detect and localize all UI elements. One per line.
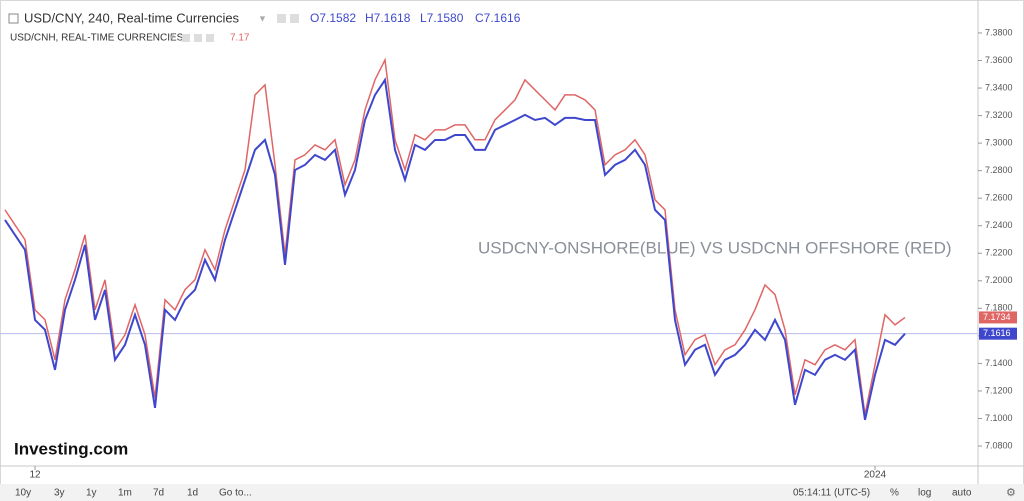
toolbar-button[interactable]: 3y: [54, 488, 65, 499]
toolbar-item[interactable]: %: [890, 488, 899, 499]
compare-value: 7.17: [230, 33, 250, 44]
y-tick-label: 7.0800: [985, 440, 1013, 450]
toolbar-button[interactable]: 10y: [15, 488, 31, 499]
toolbar-button[interactable]: Go to...: [219, 488, 252, 499]
legend-icon[interactable]: [206, 34, 214, 42]
ohlc-label: H7.1618: [365, 11, 411, 25]
y-tick-label: 7.1000: [985, 413, 1013, 423]
compare-legend: USD/CNH, REAL-TIME CURRENCIES: [10, 33, 184, 44]
y-tick-label: 7.3000: [985, 137, 1013, 147]
legend-arrow: ▼: [258, 13, 267, 23]
legend-arrow: ▼: [168, 33, 176, 42]
legend-icon[interactable]: [182, 34, 190, 42]
x-tick-label: 2024: [864, 470, 887, 481]
y-tick-label: 7.2400: [985, 220, 1013, 230]
y-tick-label: 7.2200: [985, 248, 1013, 258]
toolbar-button[interactable]: 1y: [86, 488, 97, 499]
main-legend: USD/CNY, 240, Real-time Currencies: [24, 10, 240, 25]
y-tick-label: 7.2000: [985, 275, 1013, 285]
toolbar-button[interactable]: 1m: [118, 488, 132, 499]
logo: Investing.com: [14, 439, 128, 458]
legend-icon[interactable]: [277, 14, 286, 23]
price-tag-label: 7.1734: [983, 312, 1011, 322]
y-tick-label: 7.3600: [985, 55, 1013, 65]
y-tick-label: 7.1200: [985, 385, 1013, 395]
series-line: [4, 57, 906, 415]
settings-icon[interactable]: ⚙: [1006, 487, 1016, 499]
price-tag: [979, 311, 1017, 324]
toolbar: [0, 484, 1024, 501]
legend-icon[interactable]: [194, 34, 202, 42]
price-tag-label: 7.1616: [983, 328, 1011, 338]
y-tick-label: 7.3800: [985, 27, 1013, 37]
toolbar-button[interactable]: 1d: [187, 488, 198, 499]
y-tick-label: 7.3200: [985, 110, 1013, 120]
y-tick-label: 7.2800: [985, 165, 1013, 175]
ohlc-label: O7.1582: [310, 11, 356, 25]
ohlc-label: L7.1580: [420, 11, 464, 25]
annotation: USDCNY-ONSHORE(BLUE) VS USDCNH OFFSHORE …: [478, 238, 952, 257]
series-line: [4, 77, 906, 421]
toolbar-button[interactable]: 7d: [153, 488, 164, 499]
y-tick-label: 7.3400: [985, 82, 1013, 92]
collapse-icon[interactable]: [8, 13, 19, 24]
price-tag: [979, 327, 1017, 340]
toolbar-item[interactable]: auto: [952, 488, 972, 499]
toolbar-item: 05:14:11 (UTC-5): [793, 488, 870, 499]
y-tick-label: 7.1800: [985, 303, 1013, 313]
toolbar-item[interactable]: log: [918, 488, 931, 499]
legend-icon[interactable]: [290, 14, 299, 23]
y-tick-label: 7.1400: [985, 358, 1013, 368]
x-tick-label: 12: [29, 470, 41, 481]
ohlc-label: C7.1616: [475, 11, 521, 25]
y-tick-label: 7.2600: [985, 193, 1013, 203]
